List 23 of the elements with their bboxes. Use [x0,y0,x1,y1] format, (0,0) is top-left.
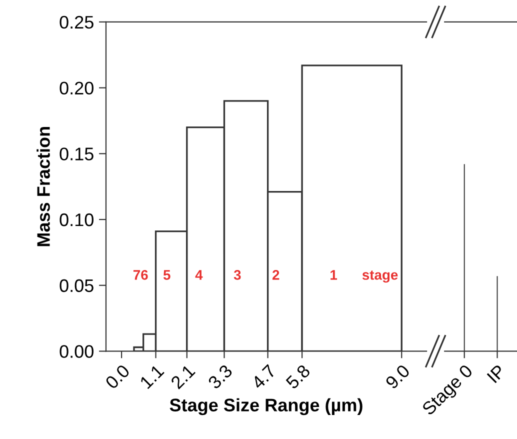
y-tick-label: 0.20 [60,82,94,95]
x-tick-label: 5.8 [285,364,311,390]
x-tick-label: IP [486,364,506,384]
x-tick-label: 2.1 [170,364,196,390]
annotation: 1 [330,270,338,280]
x-axis-title: Stage Size Range (µm) [170,398,362,416]
y-axis-title: Mass Fraction [36,126,50,246]
y-tick-label: 0.25 [60,16,94,29]
annotation: 4 [195,270,203,280]
annotation: 5 [163,270,170,280]
annotation: stage [362,270,398,283]
y-tick-label: 0.15 [60,148,94,160]
y-tick-label: 0.05 [60,279,94,292]
y-tick-label: 0.00 [60,345,94,358]
y-tick-label: 0.10 [60,213,94,226]
x-tick-label: 9.0 [384,364,411,390]
annotation: 2 [272,270,280,280]
x-tick-label: 0.0 [104,364,130,390]
x-tick-label: 3.3 [207,364,234,390]
x-tick-label: 1.1 [139,364,164,390]
annotation: 76 [133,270,148,280]
annotation: 3 [234,270,241,280]
x-tick-label: 4.7 [250,364,276,390]
